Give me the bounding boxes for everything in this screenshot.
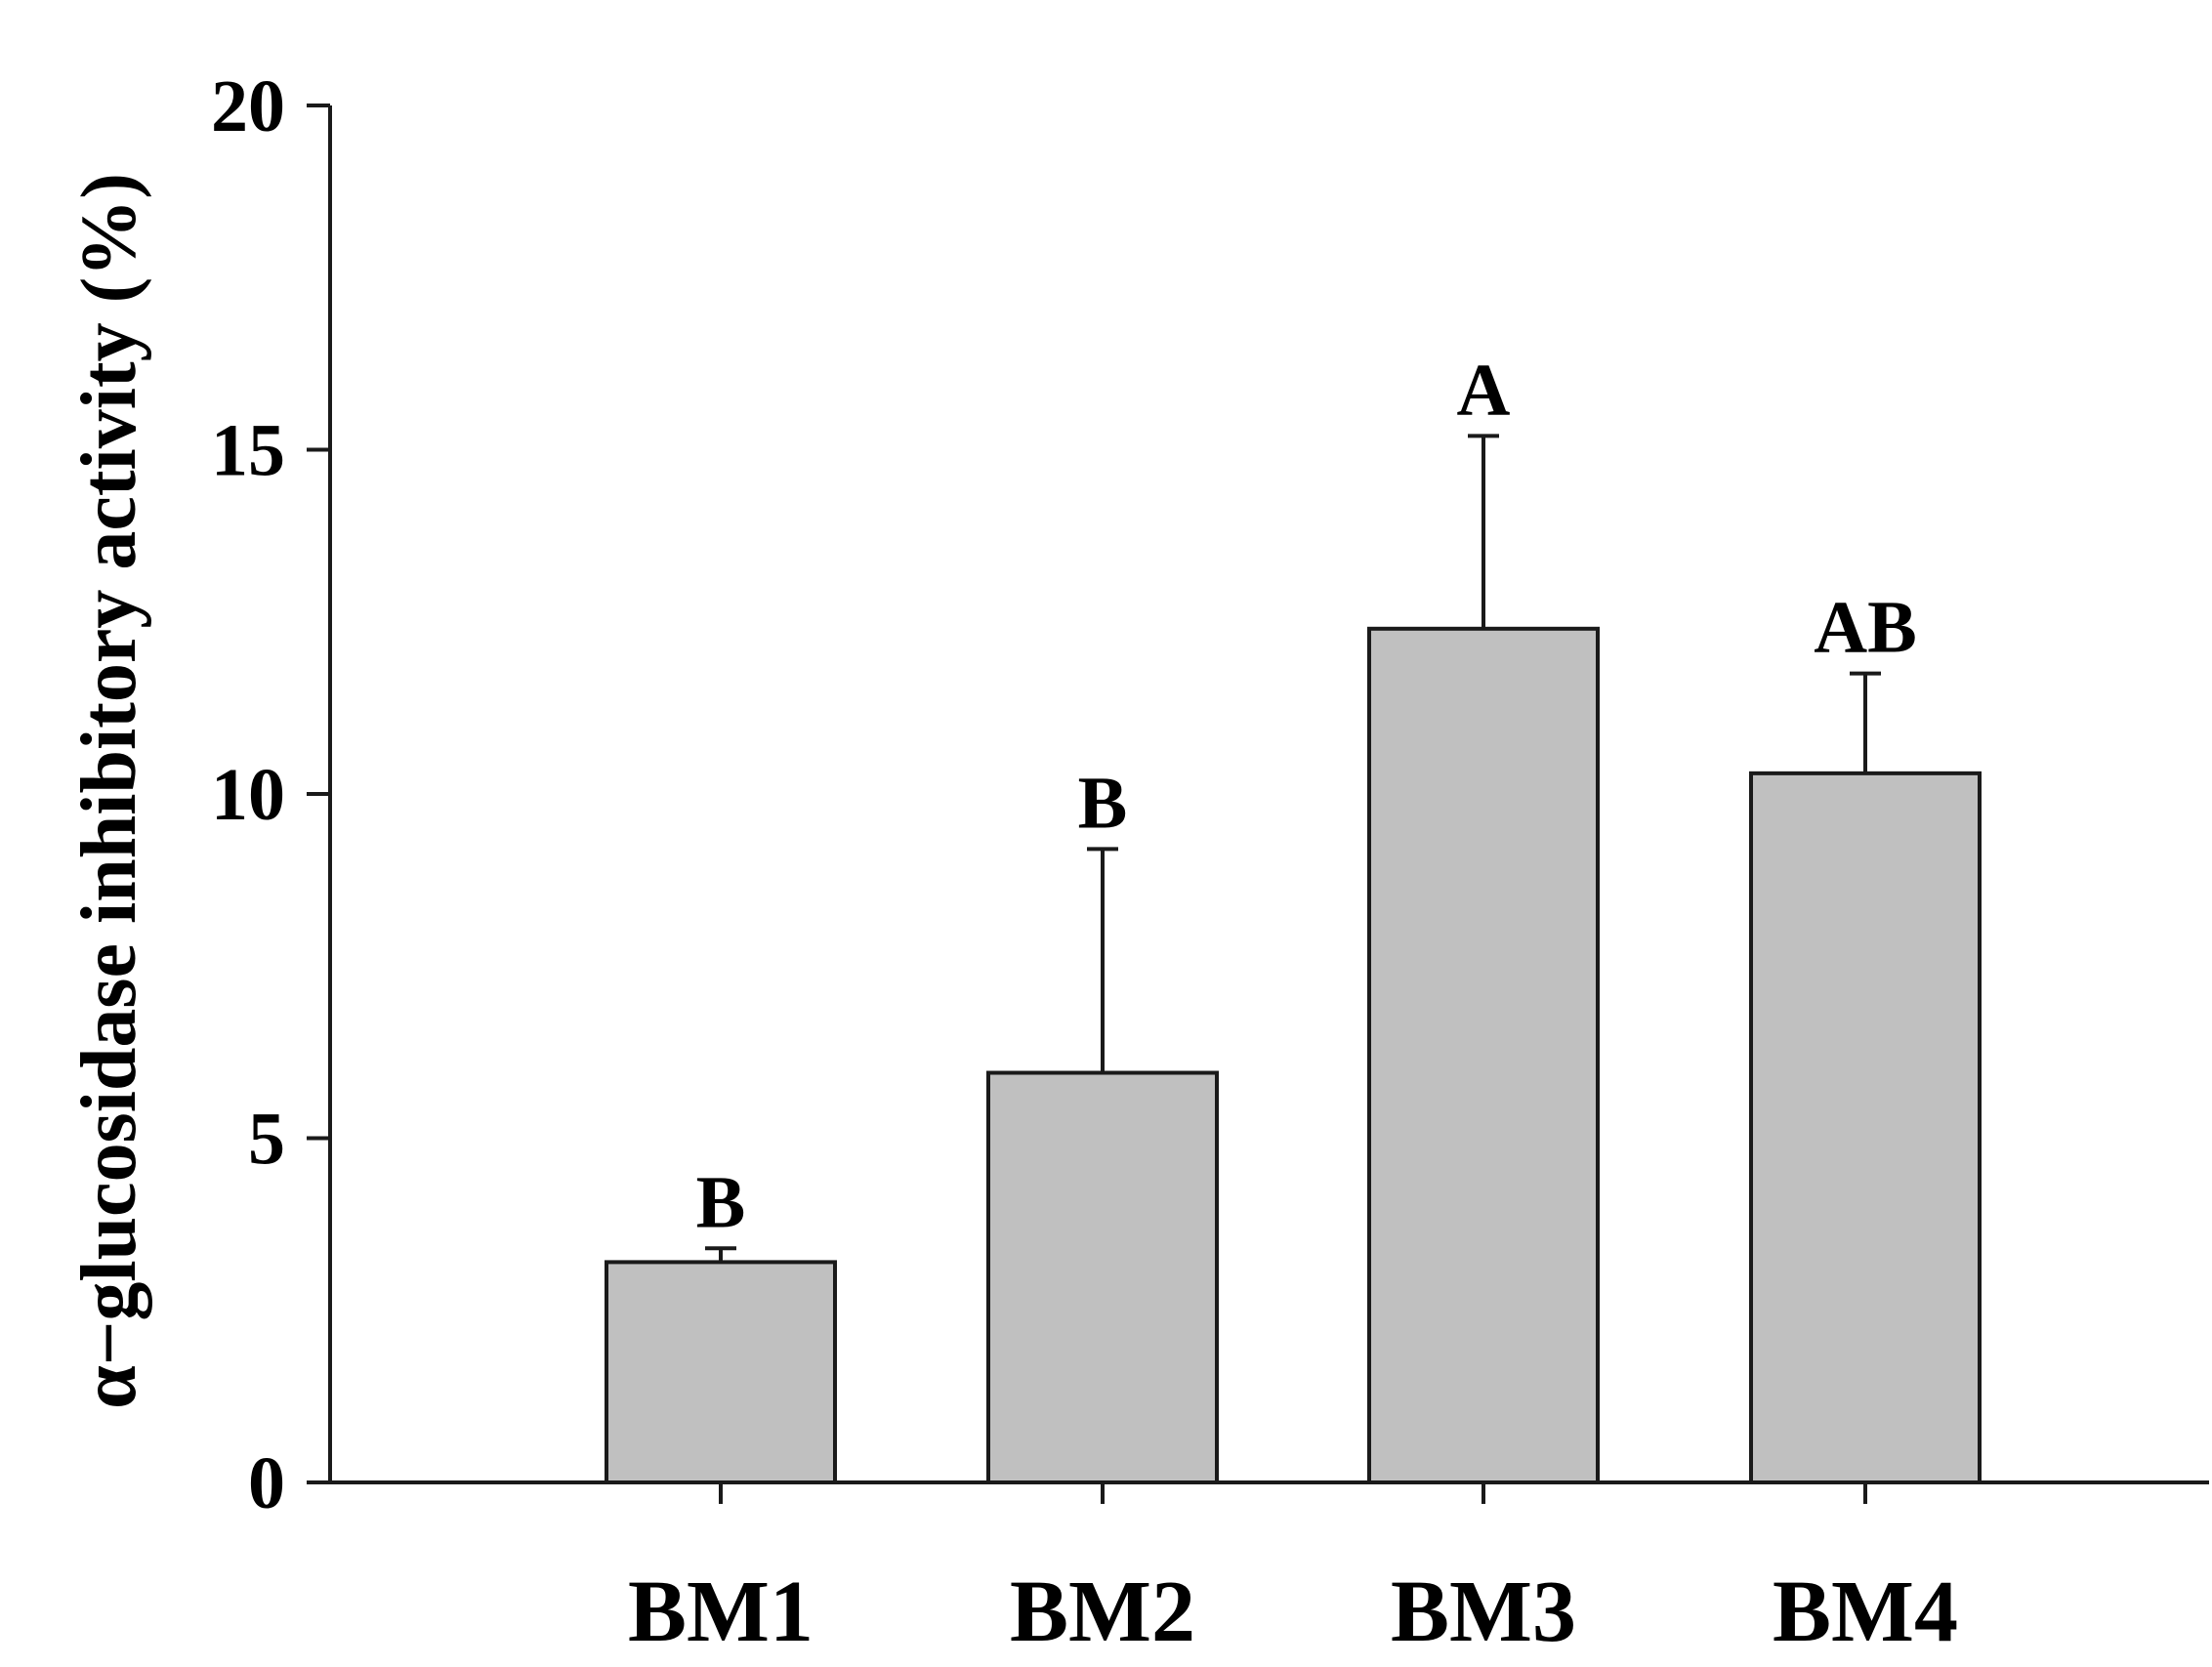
y-tick-label-10: 10	[211, 754, 285, 836]
y-axis-title: α−glucosidase inhibitory activity (%)	[66, 173, 152, 1409]
x-tick-label-bm1: BM1	[628, 1563, 814, 1660]
y-tick-label-20: 20	[211, 65, 285, 147]
bar-bm1	[605, 1260, 837, 1485]
significance-label-bm4: AB	[1814, 587, 1917, 669]
bar-bm4	[1749, 771, 1982, 1484]
bar-bm2	[986, 1070, 1219, 1485]
x-tick-label-bm3: BM3	[1391, 1563, 1576, 1660]
significance-label-bm3: A	[1457, 349, 1511, 431]
y-tick-label-0: 0	[248, 1442, 285, 1524]
bar-bm3	[1367, 626, 1600, 1484]
significance-label-bm1: B	[696, 1161, 746, 1243]
significance-label-bm2: B	[1078, 762, 1128, 844]
x-tick-label-bm4: BM4	[1773, 1563, 1958, 1660]
y-tick-label-5: 5	[248, 1099, 285, 1181]
x-tick-label-bm2: BM2	[1010, 1563, 1195, 1660]
y-tick-label-15: 15	[211, 410, 285, 492]
